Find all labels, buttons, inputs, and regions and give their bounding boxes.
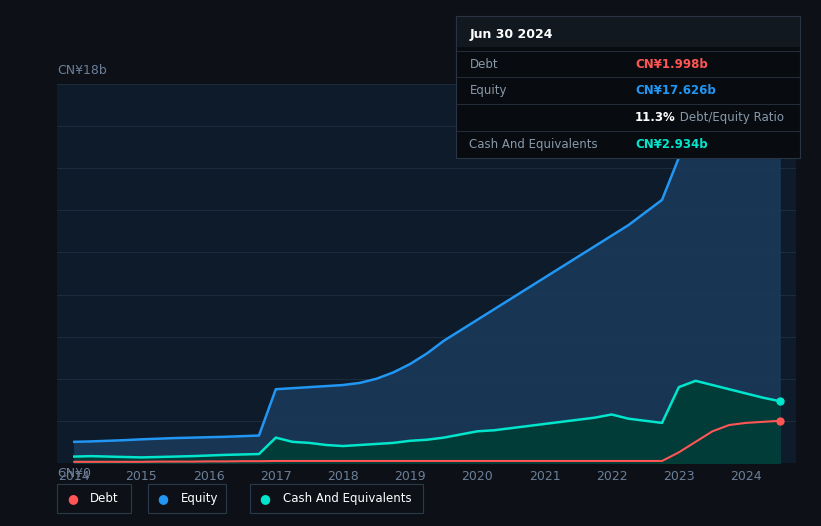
Text: ●: ● [157, 492, 168, 505]
Text: CN¥17.626b: CN¥17.626b [635, 84, 716, 97]
Text: Debt: Debt [470, 58, 498, 72]
Text: CN¥18b: CN¥18b [57, 64, 108, 77]
Text: Equity: Equity [181, 492, 218, 505]
Text: CN¥1.998b: CN¥1.998b [635, 58, 708, 72]
Text: CN¥2.934b: CN¥2.934b [635, 138, 708, 151]
Text: Equity: Equity [470, 84, 507, 97]
Text: Cash And Equivalents: Cash And Equivalents [283, 492, 412, 505]
Text: CN¥0: CN¥0 [57, 467, 91, 480]
Text: ●: ● [259, 492, 271, 505]
Text: Cash And Equivalents: Cash And Equivalents [470, 138, 598, 151]
Text: Debt: Debt [90, 492, 119, 505]
Text: Jun 30 2024: Jun 30 2024 [470, 28, 553, 41]
Text: Debt/Equity Ratio: Debt/Equity Ratio [677, 111, 784, 124]
Text: 11.3%: 11.3% [635, 111, 676, 124]
Bar [456, 16, 800, 47]
Text: ●: ● [67, 492, 78, 505]
